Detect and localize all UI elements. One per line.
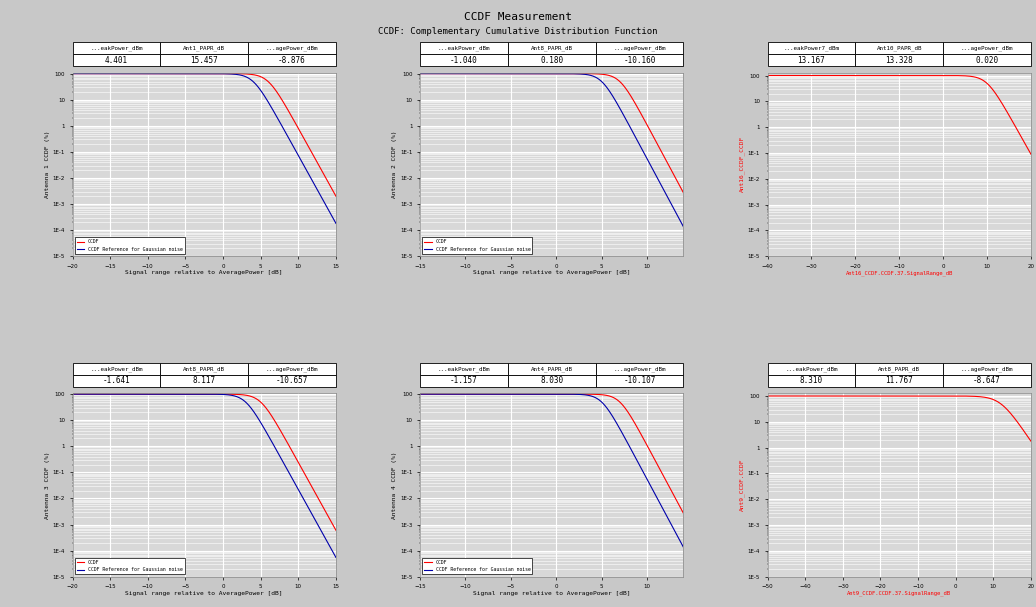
X-axis label: Signal range relative to AveragePower [dB]: Signal range relative to AveragePower [d… bbox=[125, 591, 283, 595]
Text: Ant1_PAPR_dB: Ant1_PAPR_dB bbox=[183, 46, 225, 51]
Legend: CCDF, CCDF Reference for Gaussian noise: CCDF, CCDF Reference for Gaussian noise bbox=[75, 237, 184, 254]
Bar bbox=[508, 375, 596, 387]
Text: 8.117: 8.117 bbox=[193, 376, 215, 385]
Bar bbox=[73, 42, 161, 55]
Text: -8.647: -8.647 bbox=[973, 376, 1001, 385]
Text: CCDF: Complementary Cumulative Distribution Function: CCDF: Complementary Cumulative Distribut… bbox=[378, 27, 658, 36]
Bar bbox=[73, 55, 161, 66]
Bar bbox=[420, 42, 508, 55]
X-axis label: Ant16_CCDF.CCDF.37.SignalRange_dB: Ant16_CCDF.CCDF.37.SignalRange_dB bbox=[845, 270, 953, 276]
Text: Ant8_PAPR_dB: Ant8_PAPR_dB bbox=[879, 366, 920, 371]
Text: ...eakPower_dBm: ...eakPower_dBm bbox=[90, 46, 143, 51]
Text: 0.180: 0.180 bbox=[540, 56, 564, 65]
X-axis label: Signal range relative to AveragePower [dB]: Signal range relative to AveragePower [d… bbox=[472, 270, 631, 275]
Bar bbox=[248, 55, 336, 66]
Text: -1.157: -1.157 bbox=[450, 376, 478, 385]
Bar bbox=[420, 363, 508, 375]
Bar bbox=[508, 42, 596, 55]
Y-axis label: Ant16_CCDF_CCDF: Ant16_CCDF_CCDF bbox=[739, 136, 745, 192]
Bar bbox=[943, 42, 1031, 55]
Text: -10.160: -10.160 bbox=[624, 56, 656, 65]
Bar bbox=[768, 55, 856, 66]
Bar bbox=[768, 375, 856, 387]
Text: 13.167: 13.167 bbox=[798, 56, 826, 65]
Bar bbox=[508, 363, 596, 375]
Bar bbox=[596, 55, 684, 66]
Text: 13.328: 13.328 bbox=[886, 56, 913, 65]
Text: Ant8_PAPR_dB: Ant8_PAPR_dB bbox=[183, 366, 225, 371]
Bar bbox=[856, 375, 943, 387]
Bar bbox=[943, 363, 1031, 375]
Text: ...agePower_dBm: ...agePower_dBm bbox=[265, 366, 318, 371]
Bar bbox=[161, 42, 248, 55]
Text: 8.030: 8.030 bbox=[540, 376, 564, 385]
Text: ...agePower_dBm: ...agePower_dBm bbox=[613, 366, 666, 371]
Text: 15.457: 15.457 bbox=[191, 56, 218, 65]
Bar bbox=[248, 42, 336, 55]
Bar bbox=[596, 42, 684, 55]
Bar bbox=[856, 363, 943, 375]
Text: CCDF Measurement: CCDF Measurement bbox=[464, 12, 572, 22]
Bar bbox=[73, 363, 161, 375]
Text: Ant4_PAPR_dB: Ant4_PAPR_dB bbox=[530, 366, 573, 371]
Text: -1.641: -1.641 bbox=[103, 376, 131, 385]
Text: ...agePower_dBm: ...agePower_dBm bbox=[960, 46, 1013, 51]
Bar bbox=[856, 42, 943, 55]
Legend: CCDF, CCDF Reference for Gaussian noise: CCDF, CCDF Reference for Gaussian noise bbox=[423, 237, 533, 254]
Y-axis label: Ant9_CCDF.CCDF: Ant9_CCDF.CCDF bbox=[739, 459, 745, 511]
Y-axis label: Antenna 3 CCDF (%): Antenna 3 CCDF (%) bbox=[45, 451, 50, 518]
Text: -10.657: -10.657 bbox=[276, 376, 308, 385]
Text: 0.020: 0.020 bbox=[975, 56, 999, 65]
X-axis label: Ant9_CCDF.CCDF.37.SignalRange_dB: Ant9_CCDF.CCDF.37.SignalRange_dB bbox=[847, 591, 951, 596]
Text: ...agePower_dBm: ...agePower_dBm bbox=[613, 46, 666, 51]
Bar bbox=[248, 363, 336, 375]
Text: ...agePower_dBm: ...agePower_dBm bbox=[960, 366, 1013, 371]
Text: Ant8_PAPR_dB: Ant8_PAPR_dB bbox=[530, 46, 573, 51]
Text: 11.767: 11.767 bbox=[886, 376, 913, 385]
Text: Ant10_PAPR_dB: Ant10_PAPR_dB bbox=[876, 46, 922, 51]
Y-axis label: Antenna 2 CCDF (%): Antenna 2 CCDF (%) bbox=[393, 131, 397, 198]
Text: ...eakPower_dBm: ...eakPower_dBm bbox=[785, 366, 838, 371]
Bar bbox=[943, 55, 1031, 66]
Bar bbox=[943, 375, 1031, 387]
Y-axis label: Antenna 4 CCDF (%): Antenna 4 CCDF (%) bbox=[393, 451, 397, 518]
X-axis label: Signal range relative to AveragePower [dB]: Signal range relative to AveragePower [d… bbox=[472, 591, 631, 595]
Bar bbox=[596, 375, 684, 387]
Bar bbox=[420, 55, 508, 66]
Bar bbox=[248, 375, 336, 387]
Bar bbox=[596, 363, 684, 375]
Legend: CCDF, CCDF Reference for Gaussian noise: CCDF, CCDF Reference for Gaussian noise bbox=[75, 558, 184, 574]
Bar bbox=[508, 55, 596, 66]
Bar bbox=[73, 375, 161, 387]
Text: -8.876: -8.876 bbox=[278, 56, 306, 65]
Bar bbox=[161, 375, 248, 387]
Text: ...eakPower_dBm: ...eakPower_dBm bbox=[437, 46, 490, 51]
Bar bbox=[161, 363, 248, 375]
Text: ...eakPower_dBm: ...eakPower_dBm bbox=[437, 366, 490, 371]
Y-axis label: Antenna 1 CCDF (%): Antenna 1 CCDF (%) bbox=[45, 131, 50, 198]
Text: ...eakPower_dBm: ...eakPower_dBm bbox=[90, 366, 143, 371]
Bar bbox=[161, 55, 248, 66]
Text: -1.040: -1.040 bbox=[450, 56, 478, 65]
Text: 4.401: 4.401 bbox=[105, 56, 128, 65]
Bar bbox=[768, 42, 856, 55]
Text: 8.310: 8.310 bbox=[800, 376, 823, 385]
Text: ...eakPower7_dBm: ...eakPower7_dBm bbox=[783, 46, 839, 51]
Bar bbox=[856, 55, 943, 66]
Text: -10.107: -10.107 bbox=[624, 376, 656, 385]
Bar bbox=[420, 375, 508, 387]
Bar bbox=[768, 363, 856, 375]
Text: ...agePower_dBm: ...agePower_dBm bbox=[265, 46, 318, 51]
Legend: CCDF, CCDF Reference for Gaussian noise: CCDF, CCDF Reference for Gaussian noise bbox=[423, 558, 533, 574]
X-axis label: Signal range relative to AveragePower [dB]: Signal range relative to AveragePower [d… bbox=[125, 270, 283, 275]
